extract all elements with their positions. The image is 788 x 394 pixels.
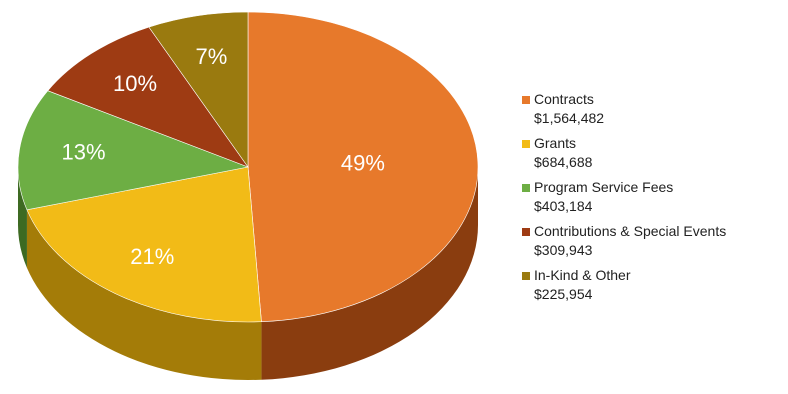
legend-item-5: In-Kind & Other $225,954 [522, 266, 726, 304]
legend-value: $309,943 [534, 242, 593, 258]
pie-slice-3 [17, 90, 250, 211]
legend-value: $1,564,482 [534, 110, 605, 126]
legend-row: Grants [522, 134, 726, 153]
legend-item-3: Program Service Fees $403,184 [522, 178, 726, 216]
legend-row: Program Service Fees [522, 178, 726, 197]
pie-slice-side-1 [261, 167, 478, 380]
pie-labels: 49% 21% 13% 10% 7% [62, 44, 385, 269]
legend-value: $684,688 [534, 154, 593, 170]
pie-percent-label-5: 7% [196, 44, 228, 69]
legend-label: Contributions & Special Events [534, 223, 727, 239]
pie-slice-4 [47, 26, 249, 168]
legend-label: Grants [534, 135, 577, 151]
pie-chart-plot: 49% 21% 13% 10% 7% [17, 11, 479, 380]
pie-slices [17, 11, 479, 323]
pie-side-walls [18, 167, 478, 380]
pie-slice-1 [247, 11, 479, 323]
legend-swatch [522, 271, 530, 280]
legend-swatch [522, 95, 530, 104]
legend-item-2: Grants $684,688 [522, 134, 726, 172]
legend-swatch [522, 183, 530, 192]
legend-item-4: Contributions & Special Events $309,943 [522, 222, 726, 260]
pie-percent-label-2: 21% [130, 244, 174, 269]
pie-percent-label-4: 10% [113, 71, 157, 96]
legend-row: In-Kind & Other [522, 266, 726, 285]
legend-row: Contributions & Special Events [522, 222, 726, 241]
legend-row: Contracts [522, 90, 726, 109]
legend-label: Contracts [534, 91, 594, 107]
legend-value: $403,184 [534, 198, 593, 214]
pie-slice-2 [26, 166, 262, 323]
legend-label: In-Kind & Other [534, 267, 631, 283]
pie-slice-side-3 [18, 167, 27, 268]
pie-percent-label-3: 13% [62, 140, 106, 165]
pie-slice-side-2 [26, 209, 262, 380]
legend-swatch [522, 139, 530, 148]
legend-item-1: Contracts $1,564,482 [522, 90, 726, 128]
legend-label: Program Service Fees [534, 179, 674, 195]
legend: Contracts $1,564,482 Grants $684,688 Program… [522, 90, 726, 310]
legend-swatch [522, 227, 530, 236]
legend-value: $225,954 [534, 286, 593, 302]
pie-percent-label-1: 49% [341, 151, 385, 176]
pie-slice-5 [148, 11, 249, 168]
